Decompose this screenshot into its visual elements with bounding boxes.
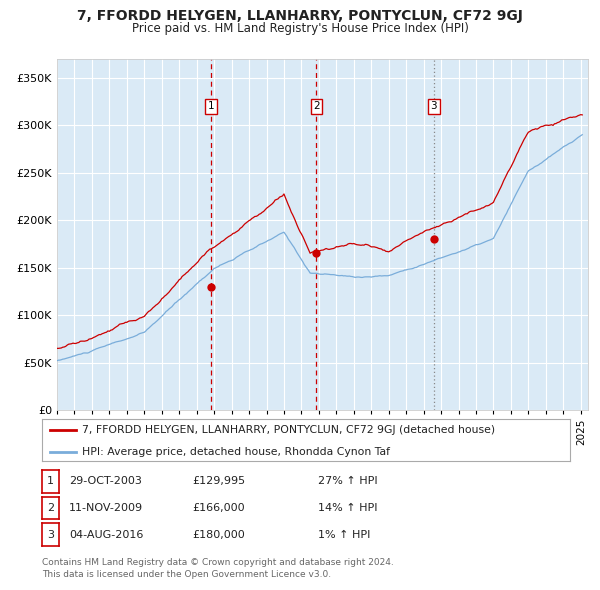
Text: £166,000: £166,000	[192, 503, 245, 513]
Text: 2: 2	[47, 503, 54, 513]
Text: 1: 1	[47, 477, 54, 486]
Text: 1: 1	[208, 101, 214, 112]
Text: £180,000: £180,000	[192, 530, 245, 539]
Text: HPI: Average price, detached house, Rhondda Cynon Taf: HPI: Average price, detached house, Rhon…	[82, 447, 389, 457]
Text: 7, FFORDD HELYGEN, LLANHARRY, PONTYCLUN, CF72 9GJ: 7, FFORDD HELYGEN, LLANHARRY, PONTYCLUN,…	[77, 9, 523, 23]
Text: Price paid vs. HM Land Registry's House Price Index (HPI): Price paid vs. HM Land Registry's House …	[131, 22, 469, 35]
Text: 3: 3	[47, 530, 54, 539]
Text: 29-OCT-2003: 29-OCT-2003	[69, 477, 142, 486]
Text: 11-NOV-2009: 11-NOV-2009	[69, 503, 143, 513]
Text: Contains HM Land Registry data © Crown copyright and database right 2024.
This d: Contains HM Land Registry data © Crown c…	[42, 558, 394, 579]
Text: 04-AUG-2016: 04-AUG-2016	[69, 530, 143, 539]
Text: £129,995: £129,995	[192, 477, 245, 486]
Text: 3: 3	[431, 101, 437, 112]
Text: 14% ↑ HPI: 14% ↑ HPI	[318, 503, 377, 513]
Text: 1% ↑ HPI: 1% ↑ HPI	[318, 530, 370, 539]
Text: 27% ↑ HPI: 27% ↑ HPI	[318, 477, 377, 486]
Text: 7, FFORDD HELYGEN, LLANHARRY, PONTYCLUN, CF72 9GJ (detached house): 7, FFORDD HELYGEN, LLANHARRY, PONTYCLUN,…	[82, 425, 495, 434]
Text: 2: 2	[313, 101, 320, 112]
